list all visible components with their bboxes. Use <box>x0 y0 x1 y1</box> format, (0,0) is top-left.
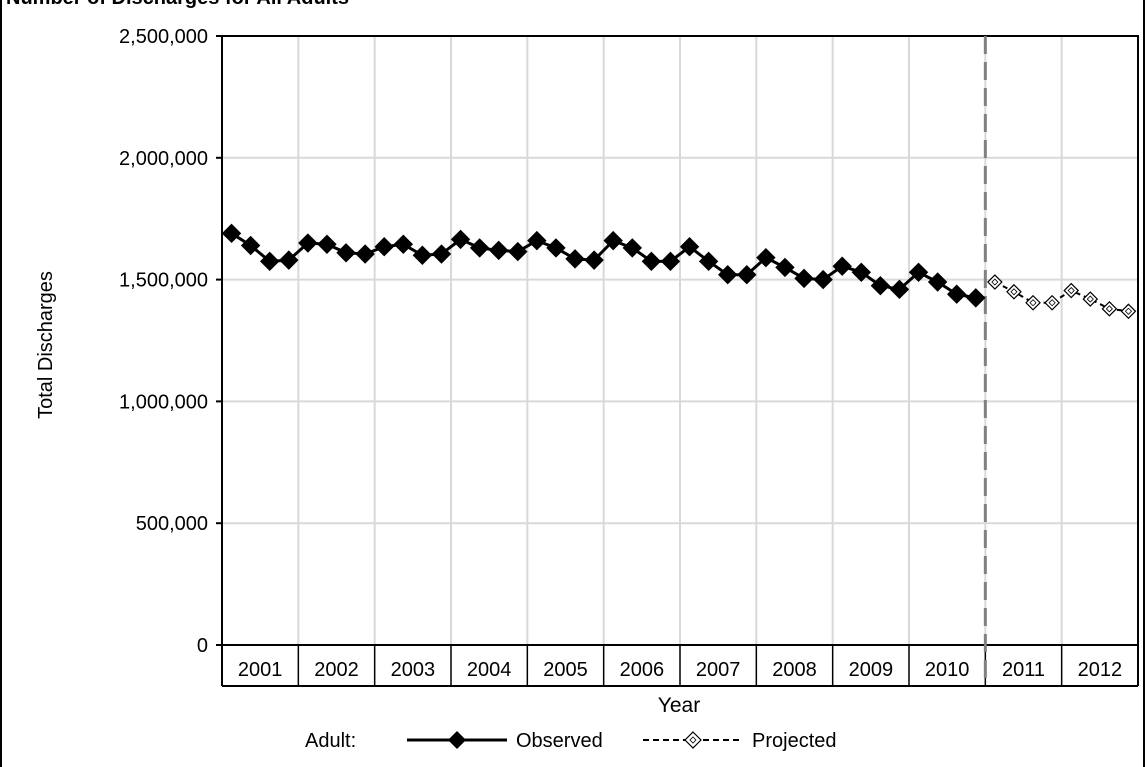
observed-point <box>240 235 261 256</box>
observed-point <box>679 237 700 257</box>
observed-point <box>966 288 986 308</box>
projected-point-inner <box>1086 295 1094 303</box>
observed-point <box>260 251 280 272</box>
projected-point <box>987 274 1003 290</box>
legend-observed-label: Observed <box>516 730 603 752</box>
observed-point <box>832 256 852 276</box>
observed-point <box>412 245 433 265</box>
y-tick-label: 0 <box>197 635 208 657</box>
x-tick-label: 2009 <box>849 659 894 681</box>
y-tick-label: 1,000,000 <box>119 391 208 413</box>
projected-point <box>1063 282 1080 299</box>
observed-point <box>813 269 833 290</box>
series-layer <box>221 223 1137 320</box>
projected-point-inner <box>1105 305 1113 313</box>
y-tick-label: 2,000,000 <box>119 148 208 170</box>
projected-point-inner <box>1067 286 1075 295</box>
y-tick-label: 500,000 <box>136 513 208 535</box>
projected-point <box>1044 294 1060 311</box>
projected-point-inner <box>1048 299 1056 307</box>
observed-point <box>508 241 528 262</box>
legend-projected-label: Projected <box>752 730 837 752</box>
x-tick-label: 2002 <box>314 659 359 681</box>
observed-point <box>889 279 910 300</box>
observed-point <box>221 223 242 244</box>
projected-point <box>1006 283 1022 300</box>
x-tick-label: 2001 <box>238 659 283 681</box>
projected-point <box>1082 291 1099 307</box>
observed-point <box>489 240 509 261</box>
grid-lines <box>222 35 1138 645</box>
x-tick-label: 2008 <box>772 659 817 681</box>
legend-projected-marker <box>684 731 702 749</box>
x-tick-label: 2011 <box>1002 659 1045 681</box>
observed-point <box>794 268 814 289</box>
y-tick-label: 2,500,000 <box>119 26 208 48</box>
x-tick-label: 2004 <box>467 659 512 681</box>
observed-point <box>431 244 452 264</box>
observed-point <box>775 257 795 278</box>
observed-point <box>718 265 738 285</box>
observed-point <box>851 262 871 282</box>
observed-point <box>546 238 566 258</box>
projected-point <box>1025 294 1041 311</box>
x-tick-label: 2012 <box>1078 659 1123 681</box>
y-tick-label: 1,500,000 <box>119 270 208 292</box>
x-tick-label: 2003 <box>391 659 436 681</box>
observed-point <box>908 262 929 282</box>
projected-point <box>1101 300 1118 317</box>
projected-point-inner <box>1029 299 1037 307</box>
observed-point <box>947 284 967 304</box>
legend-observed-marker <box>448 731 466 749</box>
observed-point <box>870 275 891 296</box>
observed-point <box>603 230 623 251</box>
observed-point <box>660 251 681 272</box>
x-axis: 2001 2002 2003 2004 2005 2006 2007 2008 2009 2010… <box>221 645 1139 687</box>
observed-point <box>355 244 375 264</box>
observed-point <box>698 251 719 272</box>
observed-point <box>927 272 948 292</box>
legend: Adult: Observed Projected <box>305 730 837 752</box>
observed-point <box>393 234 413 254</box>
observed-point <box>622 238 642 258</box>
projected-point-inner <box>1124 307 1133 315</box>
projected-series-line <box>994 281 1129 313</box>
y-axis: 0 500,000 1,000,000 1,500,000 2,000,000 2,500… <box>119 26 1139 657</box>
observed-point <box>527 230 547 251</box>
observed-point <box>336 243 356 263</box>
legend-group-label: Adult: <box>305 730 356 752</box>
observed-point <box>641 251 662 272</box>
x-axis-label: Year <box>658 694 700 717</box>
projected-point-inner <box>991 278 999 286</box>
observed-point <box>565 249 585 269</box>
y-axis-label: Total Discharges <box>35 271 57 419</box>
observed-point <box>756 247 776 268</box>
observed-point <box>317 234 337 254</box>
projected-point <box>1120 303 1137 320</box>
x-tick-label: 2007 <box>696 659 741 681</box>
observed-point <box>469 238 490 258</box>
x-tick-label: 2006 <box>620 659 665 681</box>
projected-point-inner <box>1010 288 1018 296</box>
observed-point <box>584 250 604 270</box>
x-tick-label: 2010 <box>925 659 970 681</box>
observed-point <box>374 237 394 257</box>
observed-point <box>737 265 757 285</box>
observed-point <box>450 229 471 250</box>
chart-title: Number of Discharges for All Adults <box>6 0 349 10</box>
observed-point <box>279 250 299 270</box>
observed-point <box>298 233 318 253</box>
observed-series-line <box>230 232 977 300</box>
legend-projected-marker-inner <box>689 736 697 744</box>
x-tick-label: 2005 <box>543 659 588 681</box>
